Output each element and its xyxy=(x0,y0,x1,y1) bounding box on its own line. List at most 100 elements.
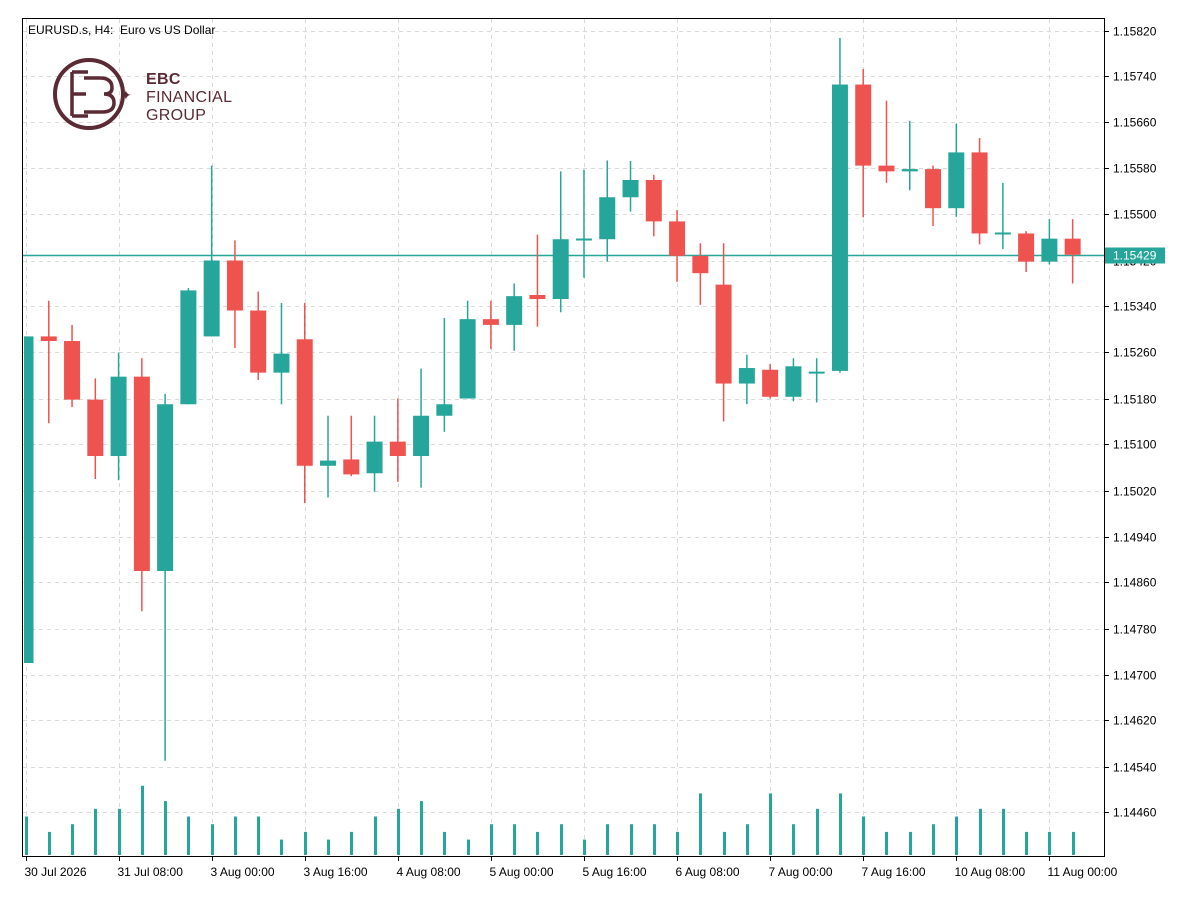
candle-body xyxy=(24,336,34,663)
candle-body xyxy=(506,296,523,325)
candle xyxy=(901,120,918,191)
candle-body xyxy=(948,152,965,209)
y-tick-label: 1.15660 xyxy=(1113,116,1157,130)
candle-body xyxy=(180,290,197,405)
candle xyxy=(506,283,523,351)
y-tick-label: 1.15260 xyxy=(1113,346,1157,360)
candle-body xyxy=(110,376,127,456)
candle-body xyxy=(436,404,453,416)
candle xyxy=(762,364,779,399)
candle-body xyxy=(87,399,104,456)
candle xyxy=(180,288,197,405)
candle-body xyxy=(692,255,709,274)
candle-body xyxy=(738,368,755,384)
x-tick-label: 3 Aug 16:00 xyxy=(304,865,368,879)
candle-body xyxy=(64,341,81,400)
candle xyxy=(529,234,546,327)
candle-body xyxy=(669,221,686,256)
candle xyxy=(1041,219,1058,265)
candle-body xyxy=(296,339,313,466)
candle xyxy=(552,171,569,313)
x-tick-label: 5 Aug 16:00 xyxy=(583,865,647,879)
y-tick-label: 1.15340 xyxy=(1113,300,1157,314)
y-tick-label: 1.14860 xyxy=(1113,576,1157,590)
current-price-tag: 1.15429 xyxy=(1105,247,1165,264)
candle xyxy=(785,358,802,402)
candle xyxy=(64,324,81,408)
candle xyxy=(133,358,150,612)
candle-body xyxy=(366,441,383,474)
candle-body xyxy=(925,169,942,209)
candle-body xyxy=(878,165,895,172)
candles xyxy=(24,37,1081,761)
y-tick-label: 1.15020 xyxy=(1113,485,1157,499)
candle-body xyxy=(1041,238,1058,262)
candle xyxy=(925,165,942,226)
candle xyxy=(1064,219,1081,284)
candle-body xyxy=(389,441,406,456)
candle-body xyxy=(203,260,220,337)
candle xyxy=(948,123,965,217)
candle xyxy=(436,318,453,432)
x-tick-label: 6 Aug 08:00 xyxy=(676,865,740,879)
x-tick-label: 11 Aug 00:00 xyxy=(1048,865,1118,879)
volume-bars xyxy=(25,785,1075,855)
candle-body xyxy=(250,310,267,373)
candle xyxy=(87,378,104,479)
y-tick-label: 1.15100 xyxy=(1113,438,1157,452)
candle-body xyxy=(785,366,802,397)
candle xyxy=(1018,231,1035,272)
y-tick-label: 1.14940 xyxy=(1113,531,1157,545)
candle xyxy=(110,352,127,481)
y-tick-label: 1.14540 xyxy=(1113,761,1157,775)
candle xyxy=(831,37,848,373)
candle xyxy=(157,393,174,761)
candle-body xyxy=(1064,238,1081,255)
price-tag-label: 1.15429 xyxy=(1113,249,1157,263)
candle-body xyxy=(831,84,848,371)
candle-body xyxy=(622,180,639,198)
candle xyxy=(203,165,220,337)
ebc-logo: ✦ EBC FINANCIAL GROUP xyxy=(53,58,232,130)
candle-body xyxy=(343,459,360,475)
candle-body xyxy=(971,152,988,234)
y-tick-label: 1.14620 xyxy=(1113,714,1157,728)
y-tick-label: 1.14780 xyxy=(1113,623,1157,637)
candle xyxy=(389,398,406,482)
y-tick-label: 1.15580 xyxy=(1113,162,1157,176)
candle-body xyxy=(482,319,499,325)
candle xyxy=(413,368,430,488)
candle xyxy=(226,240,243,348)
plot-frame xyxy=(22,18,1105,857)
chart-title: EURUSD.s, H4: Euro vs US Dollar xyxy=(28,23,215,37)
candle-body xyxy=(762,369,779,397)
logo-line-3: GROUP xyxy=(146,107,206,124)
candle xyxy=(296,303,313,504)
candle-body xyxy=(855,84,872,166)
y-tick-label: 1.15500 xyxy=(1113,208,1157,222)
y-tick-label: 1.14460 xyxy=(1113,806,1157,820)
candle xyxy=(599,160,616,262)
price-tag-bg xyxy=(1105,247,1165,264)
logo-ring xyxy=(53,58,125,130)
candle xyxy=(320,415,337,498)
candle-body xyxy=(715,284,732,384)
candle-body xyxy=(413,415,430,456)
candle xyxy=(855,69,872,218)
x-tick-label: 10 Aug 08:00 xyxy=(955,865,1026,879)
candle-body xyxy=(575,238,592,241)
candle-body xyxy=(273,353,290,373)
candle xyxy=(692,243,709,305)
candle xyxy=(459,300,476,399)
candle xyxy=(575,169,592,278)
logo-star-icon: ✦ xyxy=(120,88,132,104)
x-tick-label: 7 Aug 16:00 xyxy=(862,865,926,879)
candle-body xyxy=(552,239,569,300)
candle xyxy=(482,300,499,350)
x-axis: 30 Jul 2026 31 Jul 08:00 3 Aug 00:00 3 Aug … xyxy=(25,856,1118,879)
candle xyxy=(250,291,267,381)
x-tick-label: 5 Aug 00:00 xyxy=(490,865,554,879)
y-tick-label: 1.15180 xyxy=(1113,393,1157,407)
x-tick-label: 4 Aug 08:00 xyxy=(397,865,461,879)
